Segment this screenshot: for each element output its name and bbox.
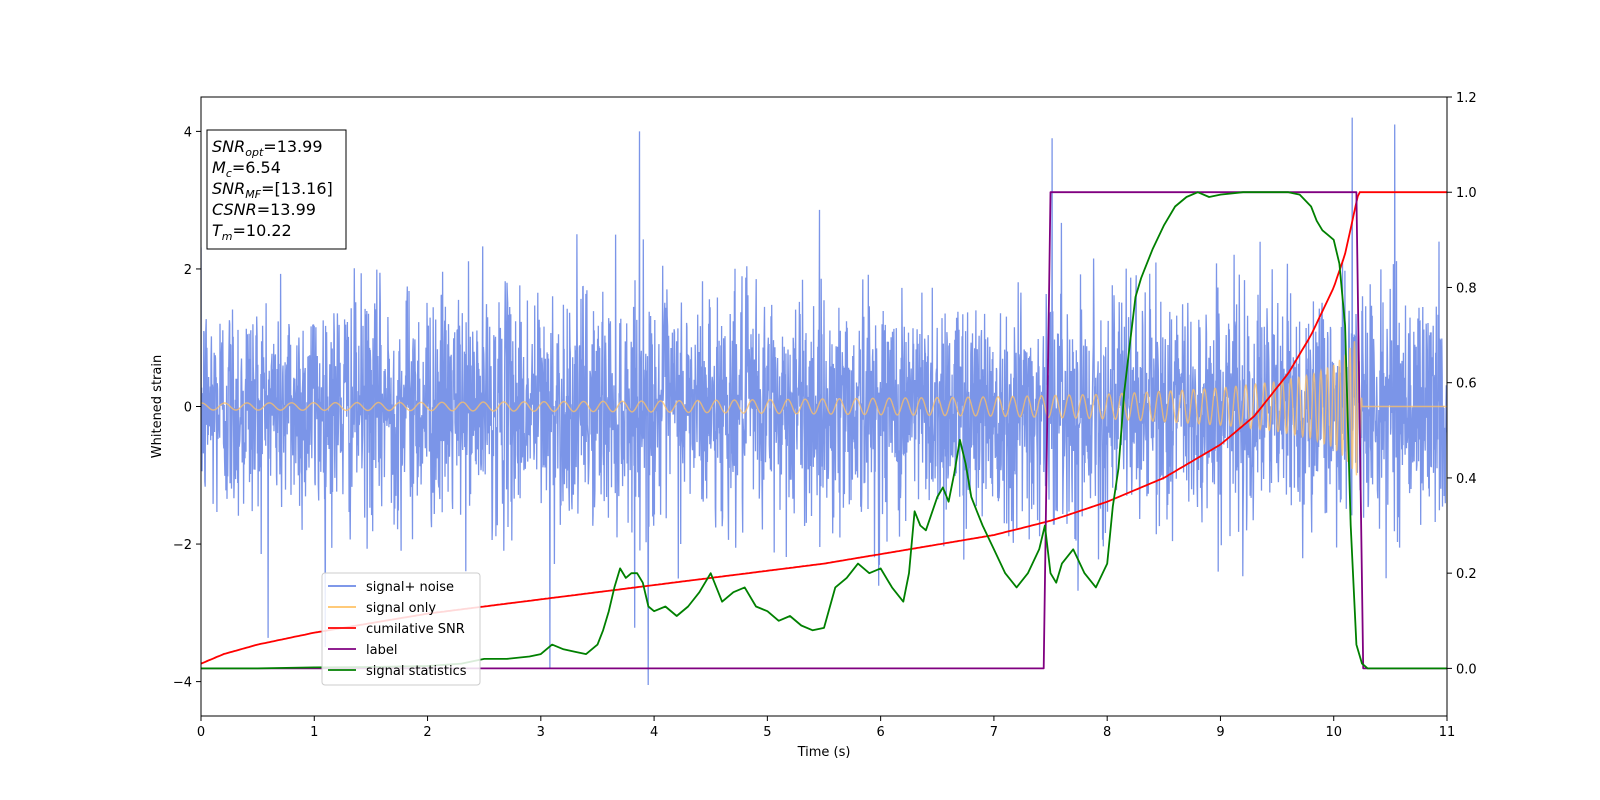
y-left-tick-label: 2: [184, 263, 192, 278]
legend-entry-label: signal+ noise: [366, 580, 454, 595]
x-tick-label: 5: [763, 725, 771, 740]
series-signal-only: [201, 335, 1447, 476]
x-tick-label: 8: [1103, 725, 1111, 740]
info-line: Tm=10.22: [212, 221, 292, 243]
x-tick-label: 6: [876, 725, 884, 740]
x-tick-label: 7: [990, 725, 998, 740]
y-right-tick-label: 0.8: [1456, 281, 1477, 296]
axes: 0 1 2 3 4 5 6 7 8 9 10 11 −4 −2 0 2 4 0.0 0.2 0.4 0.6 0.8 1.0 1…: [150, 91, 1477, 760]
y-right-tick-label: 0.2: [1456, 567, 1477, 582]
info-box: SNRopt=13.99Mc=6.54SNRMF=[13.16]CSNR=13.…: [206, 129, 347, 250]
y-right-tick-label: 0.6: [1456, 377, 1477, 392]
y-axis-label: Whitened strain: [150, 355, 165, 458]
legend-entry-label: cumilative SNR: [366, 622, 465, 637]
y-right-tick-label: 1.0: [1456, 186, 1477, 201]
y-left-tick-label: 4: [184, 125, 192, 140]
info-line: Mc=6.54: [212, 158, 281, 180]
y-left-tick-label: −4: [173, 676, 192, 691]
x-tick-label: 11: [1439, 725, 1456, 740]
series-signal-noise: [201, 117, 1447, 686]
legend-entry-label: label: [366, 643, 397, 658]
x-tick-label: 2: [423, 725, 431, 740]
y-right-tick-label: 1.2: [1456, 91, 1477, 106]
info-line: SNRopt=13.99: [212, 137, 323, 159]
info-box-frame: [206, 129, 347, 250]
legend-entry-label: signal statistics: [366, 664, 467, 679]
x-tick-label: 10: [1325, 725, 1342, 740]
y-left-tick-label: −2: [173, 538, 192, 553]
legend-entry-label: signal only: [366, 601, 436, 616]
legend-box: [321, 572, 481, 686]
y-right-tick-label: 0.4: [1456, 472, 1477, 487]
x-tick-label: 4: [650, 725, 658, 740]
y-right-tick-label: 0.0: [1456, 662, 1477, 677]
y-left-tick-label: 0: [184, 401, 192, 416]
x-tick-label: 9: [1216, 725, 1224, 740]
x-axis-label: Time (s): [797, 745, 851, 760]
x-tick-label: 1: [310, 725, 318, 740]
info-line: CSNR=13.99: [212, 200, 316, 219]
legend: signal+ noise signal only cumilative SNR la…: [321, 572, 481, 686]
x-tick-label: 3: [537, 725, 545, 740]
series-signal-statistics: [201, 191, 1447, 670]
info-line: SNRMF=[13.16]: [212, 179, 333, 201]
x-tick-label: 0: [197, 725, 205, 740]
